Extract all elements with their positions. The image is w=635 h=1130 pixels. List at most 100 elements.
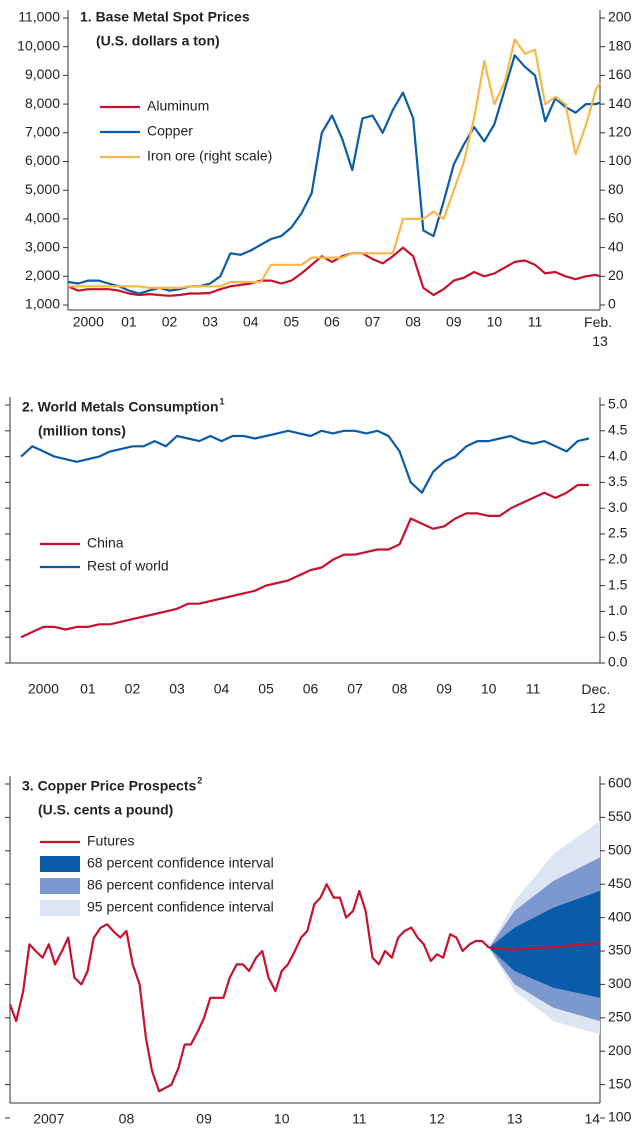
y-tick-label: 10,000 (17, 37, 60, 53)
series-line (8, 883, 490, 1093)
y-tick-label: 4.5 (608, 422, 628, 438)
y-tick-label: 300 (608, 975, 632, 991)
y-tick-label: 550 (608, 808, 632, 824)
y2-tick-label: 0 (608, 296, 616, 312)
title-footnote: 1 (220, 396, 225, 406)
x-tick-label: 02 (125, 681, 141, 697)
x-tick-label: 10 (487, 314, 503, 330)
x-tick-label: 09 (196, 1111, 212, 1127)
x-tick-label: 05 (284, 314, 300, 330)
y-tick-label: 3,000 (25, 238, 60, 254)
y-tick-label: 11,000 (18, 9, 60, 25)
x-tick-label: 03 (202, 314, 218, 330)
x-tick-label: 2000 (28, 681, 59, 697)
x-tick-label: 03 (169, 681, 185, 697)
chart-subtitle: (U.S. cents a pound) (38, 802, 173, 818)
series-line (67, 246, 601, 297)
y-tick-label: 9,000 (25, 66, 60, 82)
x-tick-label: 07 (365, 314, 381, 330)
y-tick-label: 0.0 (608, 654, 628, 670)
y2-tick-label: 60 (608, 210, 624, 226)
x-tick-label: 01 (80, 681, 96, 697)
y-tick-label: 150 (608, 1075, 632, 1091)
y2-tick-label: 40 (608, 238, 624, 254)
y-tick-label: 500 (608, 842, 632, 858)
y-tick-label: 8,000 (25, 95, 60, 111)
x-tick-label: 08 (405, 314, 421, 330)
y-tick-label: 6,000 (25, 152, 60, 168)
legend-label: Rest of world (87, 558, 169, 574)
y-tick-label: 400 (608, 908, 632, 924)
x-tick-label: 04 (214, 681, 230, 697)
y-tick-label: 3.5 (608, 473, 628, 489)
x-tick-label: 06 (303, 681, 319, 697)
confidence-band (489, 890, 600, 998)
y-tick-label: 1.0 (608, 602, 628, 618)
legend-label: Futures (87, 833, 134, 849)
x-tick-label: 07 (347, 681, 363, 697)
y-tick-label: 2.0 (608, 551, 628, 567)
x-tick-label: 06 (324, 314, 340, 330)
x-tick-label: 04 (243, 314, 259, 330)
y-tick-label: 0.5 (608, 628, 628, 644)
y2-tick-label: 180 (608, 37, 632, 53)
legend-label: Copper (147, 123, 193, 139)
series-line (68, 38, 601, 289)
y-tick-label: 100 (608, 1109, 632, 1125)
y2-tick-label: 160 (608, 66, 632, 82)
y-tick-label: 600 (608, 775, 632, 791)
legend-swatch (40, 878, 80, 894)
legend-label: Iron ore (right scale) (147, 148, 272, 164)
x-tick-label: Feb. 13 (584, 314, 616, 349)
x-tick-label-line: 12 (590, 700, 606, 716)
x-tick-label: 08 (392, 681, 408, 697)
y2-tick-label: 200 (608, 9, 632, 25)
chart-title: 1. Base Metal Spot Prices (80, 9, 250, 25)
y-tick-label: 1,000 (25, 296, 60, 312)
y-tick-label: 200 (608, 1042, 632, 1058)
y2-tick-label: 100 (608, 152, 632, 168)
x-tick-label: 13 (507, 1111, 523, 1127)
chart-subtitle: (million tons) (38, 423, 126, 439)
x-tick-label: 14 (584, 1111, 600, 1127)
legend-swatch (40, 900, 80, 916)
legend-label: 95 percent confidence interval (87, 899, 274, 915)
y-tick-label: 4,000 (25, 210, 60, 226)
x-tick-label: 05 (258, 681, 274, 697)
x-tick-label: 12 (429, 1111, 445, 1127)
x-tick-label-line: Feb. (584, 314, 616, 330)
y-tick-label: 7,000 (25, 124, 60, 140)
chart-subtitle: (U.S. dollars a ton) (96, 33, 220, 49)
y-tick-label: 5.0 (608, 396, 628, 412)
x-tick-label: 2000 (73, 314, 104, 330)
legend-label: 86 percent confidence interval (87, 877, 274, 893)
x-tick-label: 01 (121, 314, 137, 330)
y-tick-label: 1.5 (608, 576, 628, 592)
legend-swatch (40, 856, 80, 872)
x-tick-label: 11 (352, 1111, 367, 1127)
y-tick-label: 2,000 (25, 267, 60, 283)
series-line (20, 483, 589, 639)
x-tick-label: 09 (436, 681, 452, 697)
y-tick-label: 450 (608, 875, 632, 891)
y2-tick-label: 80 (608, 181, 624, 197)
y-tick-label: 350 (608, 942, 632, 958)
y-tick-label: 5,000 (25, 181, 60, 197)
x-tick-label: 2007 (33, 1111, 64, 1127)
y2-tick-label: 120 (608, 124, 632, 140)
x-tick-label: 08 (119, 1111, 135, 1127)
x-tick-label: 10 (274, 1111, 290, 1127)
x-tick-label: 10 (481, 681, 497, 697)
legend-label: 68 percent confidence interval (87, 855, 274, 871)
x-tick-label: 11 (526, 681, 541, 697)
y-tick-label: 250 (608, 1009, 632, 1025)
y2-tick-label: 140 (608, 95, 632, 111)
title-footnote: 2 (197, 775, 202, 785)
y-tick-label: 2.5 (608, 525, 628, 541)
chart-title: 3. Copper Price Prospects (22, 778, 197, 794)
x-tick-label: 02 (162, 314, 178, 330)
x-tick-label-line: 13 (592, 333, 608, 349)
y-tick-label: 4.0 (608, 447, 628, 463)
series-line (20, 429, 590, 494)
